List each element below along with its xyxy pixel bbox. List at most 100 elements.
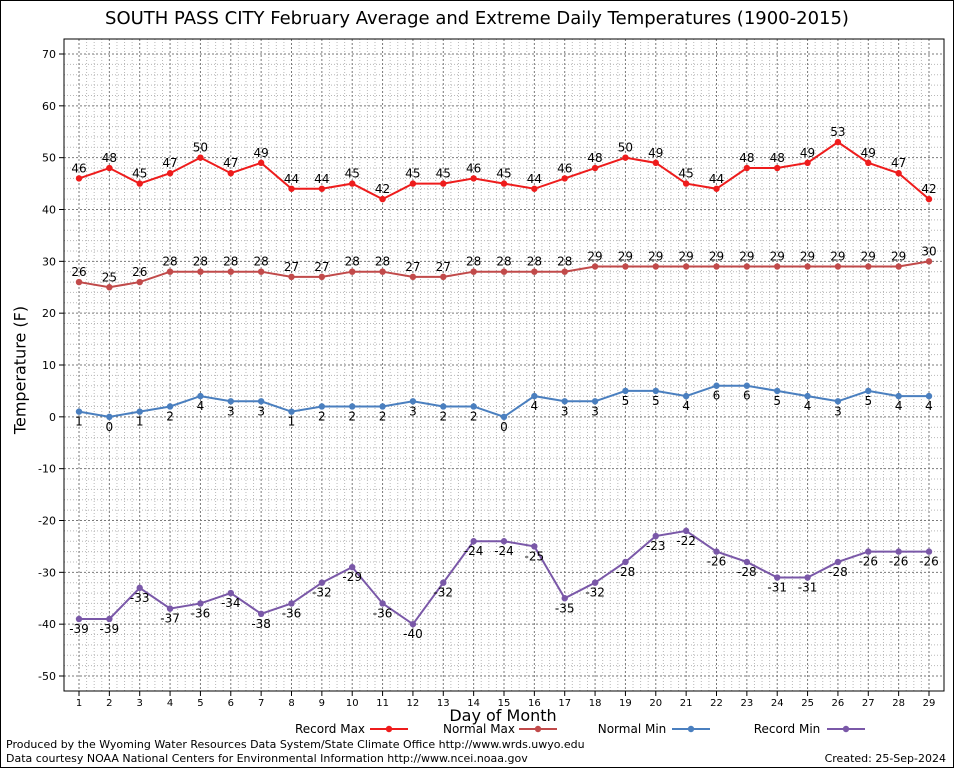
data-point-record-max [652,159,659,167]
data-point-record-min [409,620,417,628]
data-label-normal-min: 4 [895,399,903,413]
data-label-normal-max: 29 [891,250,906,264]
data-label-record-max: 49 [861,146,876,160]
data-point-normal-min [500,413,508,421]
data-label-record-min: -22 [676,534,696,548]
data-label-record-min: -36 [191,606,211,620]
data-point-normal-max [561,268,568,275]
y-tick-label: 10 [42,359,56,372]
data-point-normal-max [895,263,902,270]
data-label-record-min: -33 [130,591,150,605]
data-point-normal-min [561,398,568,405]
data-point-normal-min [531,392,538,400]
data-point-record-max [682,180,690,187]
x-tick-label: 15 [498,698,511,709]
data-point-record-max [349,180,356,187]
data-point-normal-max [106,284,113,291]
data-point-normal-max [349,268,356,275]
data-label-normal-max: 30 [921,244,936,258]
data-label-record-max: 53 [830,125,845,139]
data-label-normal-max: 28 [375,255,390,269]
data-label-normal-max: 29 [800,250,815,264]
y-tick-label: 60 [42,100,56,113]
x-tick-label: 11 [376,698,389,709]
x-tick-label: 8 [288,698,294,709]
data-point-normal-max [591,263,599,270]
data-point-normal-max [379,268,386,275]
data-point-normal-max [409,273,417,281]
data-point-record-min [349,563,356,571]
data-point-record-max [622,154,629,161]
data-point-normal-min [743,382,751,389]
x-tick-label: 5 [197,698,203,709]
data-label-record-min: -31 [798,581,818,595]
data-label-normal-min: 4 [682,399,690,413]
data-label-normal-min: 2 [348,409,356,423]
data-label-normal-max: 27 [436,260,451,274]
legend-marker-record-max [385,725,393,733]
legend-marker-normal-min [687,725,695,733]
data-point-record-max [531,185,538,192]
data-point-record-min [379,600,386,607]
x-tick-label: 12 [407,698,420,709]
y-tick-label: -40 [38,618,56,631]
data-point-record-min [288,600,295,607]
x-tick-label: 24 [771,698,784,709]
data-point-normal-max [531,268,538,275]
data-label-record-min: -39 [69,622,89,636]
data-point-record-min [713,548,720,555]
data-label-normal-max: 26 [71,265,86,279]
data-label-record-min: -39 [100,622,120,636]
x-tick-label: 20 [649,698,662,709]
data-point-normal-min [409,398,417,405]
plot-border [63,38,945,692]
created-date: Created: 25-Sep-2024 [824,752,946,765]
data-label-normal-min: 2 [439,409,447,423]
x-tick-label: 19 [619,698,632,709]
data-point-record-max [257,159,265,167]
data-point-record-max [166,170,174,177]
data-point-record-max [561,175,568,182]
data-label-record-max: 50 [618,141,633,155]
data-label-record-max: 44 [527,172,542,186]
data-label-record-max: 42 [921,182,936,196]
data-label-normal-max: 28 [557,255,572,269]
x-tick-label: 16 [528,698,541,709]
y-tick-label: 20 [42,307,56,320]
legend-marker-normal-max [534,725,542,733]
data-label-record-min: -36 [373,606,393,620]
data-label-normal-max: 28 [223,255,238,269]
y-tick-label: 50 [42,152,56,165]
data-point-record-max [197,154,204,161]
data-label-record-min: -24 [464,544,484,558]
data-point-record-max [804,159,811,167]
data-point-record-min [925,548,933,555]
data-label-normal-max: 25 [102,270,117,284]
data-label-record-min: -31 [767,581,787,595]
data-label-normal-min: 5 [773,394,781,408]
data-label-record-min: -40 [403,627,423,641]
data-point-normal-max [622,263,629,270]
data-point-record-max [500,180,508,187]
data-point-normal-min [895,392,902,400]
data-label-record-min: -26 [858,555,878,569]
data-label-record-max: 46 [71,161,86,175]
data-point-normal-max [197,268,204,275]
data-point-record-max [713,185,720,192]
data-label-record-min: -26 [707,555,727,569]
data-label-record-max: 44 [709,172,724,186]
data-point-record-min [774,574,781,581]
x-tick-label: 28 [892,698,905,709]
data-point-normal-min [652,387,659,395]
data-label-normal-max: 27 [405,260,420,274]
data-point-normal-min [774,387,781,395]
data-point-normal-min [166,403,174,410]
data-label-normal-min: 4 [804,399,812,413]
data-label-normal-min: 2 [470,409,478,423]
y-tick-label: 70 [42,48,56,61]
data-label-record-min: -35 [555,601,575,615]
data-point-normal-min [75,408,83,415]
data-label-record-max: 44 [314,172,329,186]
data-point-record-min [834,558,842,566]
x-tick-label: 6 [228,698,234,709]
